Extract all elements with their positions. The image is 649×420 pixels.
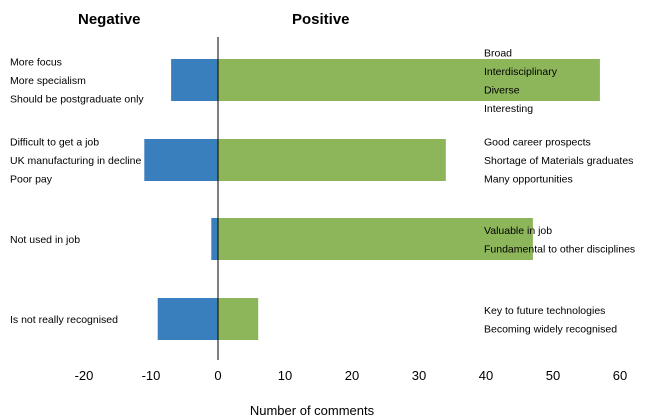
positive-reason-label: Becoming widely recognised bbox=[484, 323, 617, 335]
positive-reason-label: Diverse bbox=[484, 84, 520, 96]
positive-heading: Positive bbox=[292, 11, 350, 28]
positive-bar bbox=[218, 139, 446, 181]
positive-reason-label: Interdisciplinary bbox=[484, 66, 558, 78]
negative-reason-label: Poor pay bbox=[10, 174, 53, 186]
negative-labels-group: More focus More specialism Should be postg… bbox=[10, 57, 144, 327]
positive-reason-label: Shortage of Materials graduates bbox=[484, 155, 633, 167]
x-tick-label: -10 bbox=[142, 368, 161, 383]
positive-reason-label: Many opportunities bbox=[484, 174, 573, 186]
negative-bar bbox=[144, 139, 218, 181]
positive-reason-label: Key to future technologies bbox=[484, 305, 605, 317]
x-tick-label: 0 bbox=[214, 368, 221, 383]
x-tick-label: 20 bbox=[345, 368, 359, 383]
positive-reason-label: Good career prospects bbox=[484, 137, 591, 149]
positive-bar bbox=[218, 59, 600, 101]
x-tick-label: 40 bbox=[479, 368, 493, 383]
negative-reason-label: Not used in job bbox=[10, 234, 80, 246]
negative-reason-label: Difficult to get a job bbox=[10, 137, 99, 149]
x-tick-label: 10 bbox=[278, 368, 292, 383]
positive-reason-label: Valuable in job bbox=[484, 225, 552, 237]
negative-bar bbox=[211, 218, 218, 260]
positive-bar bbox=[218, 218, 533, 260]
negative-bar bbox=[171, 59, 218, 101]
x-tick-label: 60 bbox=[613, 368, 627, 383]
negative-reason-label: More specialism bbox=[10, 75, 86, 87]
positive-reason-label: Interesting bbox=[484, 103, 533, 115]
negative-bar bbox=[157, 298, 218, 340]
x-tick-label: 50 bbox=[546, 368, 560, 383]
negative-reason-label: UK manufacturing in decline bbox=[10, 155, 141, 167]
x-tick-label: 30 bbox=[412, 368, 426, 383]
negative-heading: Negative bbox=[78, 11, 141, 28]
negative-reason-label: More focus bbox=[10, 57, 62, 69]
x-axis-title: Number of comments bbox=[250, 403, 375, 418]
bars-group bbox=[144, 59, 600, 340]
positive-bar bbox=[218, 298, 259, 340]
x-axis-ticks: -20 -10 0 10 20 30 40 50 60 bbox=[75, 368, 628, 383]
x-tick-label: -20 bbox=[75, 368, 94, 383]
negative-reason-label: Should be postgraduate only bbox=[10, 94, 144, 106]
negative-reason-label: Is not really recognised bbox=[10, 314, 118, 326]
positive-reason-label: Broad bbox=[484, 47, 512, 59]
positive-labels-group: Broad Interdisciplinary Diverse Interesting… bbox=[484, 47, 635, 335]
positive-reason-label: Fundamental to other disciplines bbox=[484, 243, 635, 255]
